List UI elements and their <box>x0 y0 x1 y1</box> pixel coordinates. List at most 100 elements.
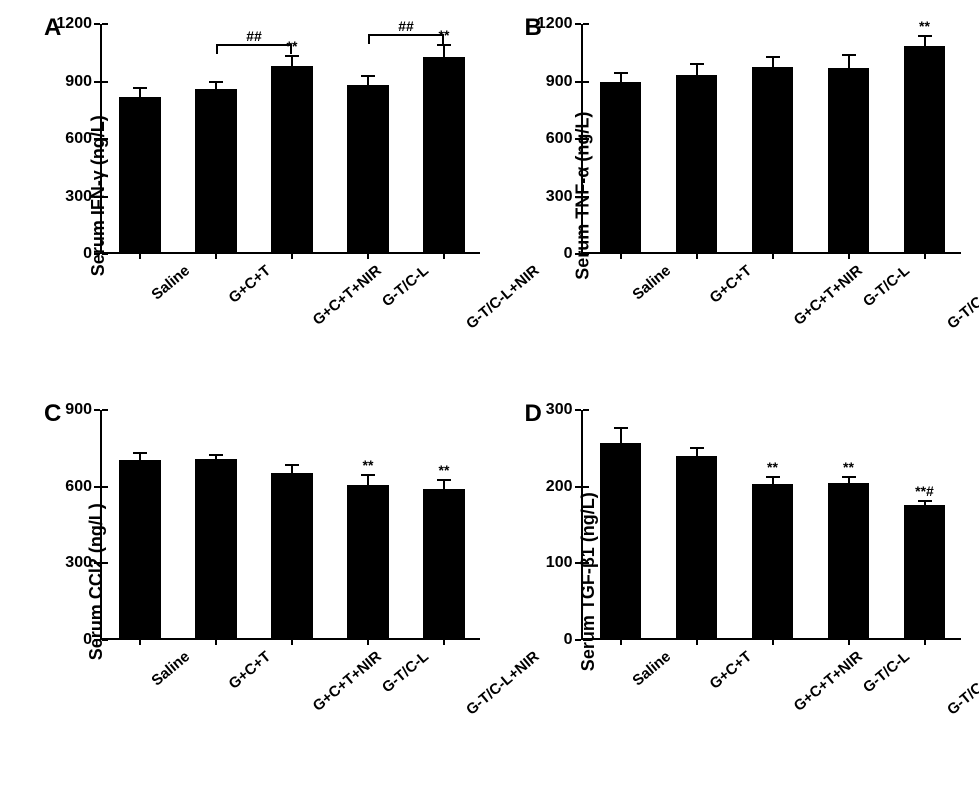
bar <box>828 483 870 638</box>
bar <box>423 489 465 639</box>
error-bar <box>848 477 850 485</box>
error-bar <box>291 465 293 475</box>
xtick-label: G-T/C-L <box>859 648 912 696</box>
panel-D: DSerum TGF-β1 (ng/L)0100200300SalineG+C+… <box>493 398 968 778</box>
error-cap <box>918 35 932 37</box>
ytick-label: 600 <box>65 130 92 148</box>
ytick <box>94 196 100 198</box>
ytick <box>583 562 589 564</box>
xtick <box>215 253 217 259</box>
ytick <box>583 81 589 83</box>
ytick <box>575 409 581 411</box>
bar <box>600 82 642 252</box>
error-bar <box>443 45 445 58</box>
error-cap <box>361 75 375 77</box>
ytick <box>102 138 108 140</box>
error-bar <box>772 477 774 486</box>
ytick <box>94 23 100 25</box>
xtick-label: G+C+T+NIR <box>310 648 385 715</box>
ytick <box>102 23 108 25</box>
plot-area: 0300600900SalineG+C+TG+C+T+NIR**G-T/C-L*… <box>100 410 480 640</box>
error-cap <box>285 55 299 57</box>
xtick <box>443 253 445 259</box>
ytick <box>583 409 589 411</box>
ytick <box>102 81 108 83</box>
ytick <box>94 138 100 140</box>
ytick <box>102 562 108 564</box>
xtick-label: G+C+T <box>706 648 755 693</box>
xtick <box>620 639 622 645</box>
ytick <box>575 639 581 641</box>
ytick-label: 300 <box>546 401 573 419</box>
ytick-label: 0 <box>564 631 573 649</box>
xtick-label: Saline <box>148 648 193 689</box>
xtick <box>772 253 774 259</box>
ytick <box>575 253 581 255</box>
ytick <box>102 639 108 641</box>
ytick <box>575 486 581 488</box>
xtick-label: G+C+T+NIR <box>310 262 385 329</box>
error-bar <box>367 76 369 88</box>
error-cap <box>842 54 856 56</box>
bar <box>423 57 465 253</box>
xtick <box>696 253 698 259</box>
xtick-label: G+C+T <box>226 648 275 693</box>
panel-C: CSerum CCl2 (ng/L)0300600900SalineG+C+TG… <box>12 398 487 778</box>
panel-B: BSerum TNF-α (ng/L)03006009001200SalineG… <box>493 12 968 392</box>
error-bar <box>620 428 622 445</box>
ytick <box>575 196 581 198</box>
ytick-label: 600 <box>546 130 573 148</box>
ytick <box>102 196 108 198</box>
bar <box>600 443 642 639</box>
ytick-label: 1200 <box>537 15 573 33</box>
significance-label: ** <box>439 462 450 478</box>
bar <box>752 67 794 252</box>
ytick-label: 200 <box>546 478 573 496</box>
panel-letter: C <box>44 400 61 428</box>
bar <box>347 85 389 252</box>
bar <box>271 66 313 252</box>
ytick <box>583 486 589 488</box>
error-cap <box>842 476 856 478</box>
error-bar <box>848 55 850 70</box>
xtick <box>696 639 698 645</box>
ytick-label: 0 <box>83 245 92 263</box>
bar <box>271 473 313 638</box>
xtick <box>443 639 445 645</box>
error-bar <box>139 88 141 99</box>
xtick <box>367 639 369 645</box>
ytick <box>94 562 100 564</box>
ytick-label: 300 <box>546 188 573 206</box>
ytick <box>94 639 100 641</box>
sig-bracket <box>216 44 218 54</box>
sig-bracket <box>368 34 444 36</box>
bar <box>119 460 161 638</box>
xtick-label: G+C+T+NIR <box>790 262 865 329</box>
ytick-label: 300 <box>65 554 92 572</box>
xtick <box>139 639 141 645</box>
error-cap <box>133 452 147 454</box>
bar <box>195 89 237 252</box>
error-cap <box>690 63 704 65</box>
xtick <box>924 639 926 645</box>
xtick <box>772 639 774 645</box>
ytick-label: 0 <box>83 631 92 649</box>
bar <box>195 459 237 638</box>
xtick-label: Saline <box>629 262 674 303</box>
error-cap <box>766 56 780 58</box>
ytick <box>102 409 108 411</box>
ytick <box>583 138 589 140</box>
error-bar <box>696 448 698 459</box>
error-bar <box>367 475 369 487</box>
sig-bracket <box>216 44 292 46</box>
error-bar <box>139 453 141 462</box>
bar <box>347 485 389 638</box>
ytick-label: 1200 <box>56 15 92 33</box>
significance-label: ** <box>363 457 374 473</box>
ytick-label: 900 <box>65 73 92 91</box>
error-cap <box>285 464 299 466</box>
error-bar <box>772 57 774 69</box>
significance-label: **# <box>915 483 934 499</box>
ytick <box>94 409 100 411</box>
xtick-label: G-T/C-L <box>379 262 432 310</box>
